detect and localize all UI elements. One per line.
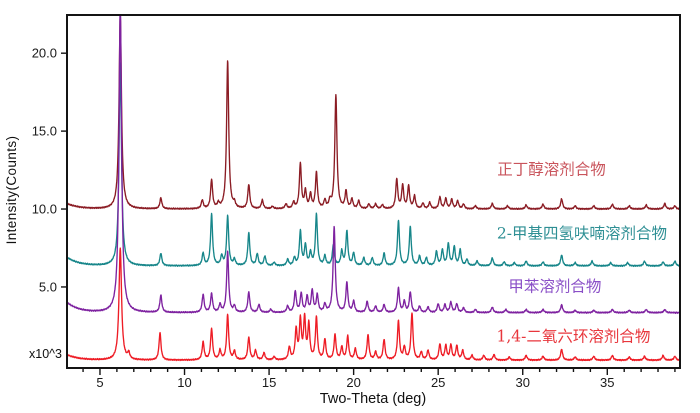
x-tick-label: 20 [346, 375, 360, 390]
y-tick-labels: 5.0 10.0 15.0 20.0 [32, 46, 57, 295]
trace-toluene-solvate [67, 15, 680, 314]
x-tick-label: 5 [96, 375, 103, 390]
x-axis-ticks [82, 368, 676, 375]
x-tick-label: 35 [600, 375, 614, 390]
plot-frame [66, 14, 681, 369]
trace-label-n-butanol-solvate: 正丁醇溶剂合物 [497, 161, 606, 179]
x-tick-label: 25 [431, 375, 445, 390]
y-tick-label: 15.0 [32, 124, 57, 139]
y-tick-label: 10.0 [32, 202, 57, 217]
x-tick-label: 30 [515, 375, 529, 390]
trace-label-1,4-dioxane-solvate: 1,4-二氧六环溶剂合物 [497, 328, 651, 346]
x-tick-label: 15 [262, 375, 276, 390]
trace-label-toluene-solvate: 甲苯溶剂合物 [508, 278, 601, 296]
trace-1,4-dioxane-solvate [67, 247, 680, 362]
x-tick-label: 10 [177, 375, 191, 390]
trace-label-2-methyl-tetrahydrofuran-solvate: 2-甲基四氢呋喃溶剂合物 [497, 225, 667, 243]
y-axis-title: Intensity(Counts) [4, 135, 19, 245]
x-axis-title: Two-Theta (deg) [319, 391, 427, 407]
y-tick-label: 20.0 [32, 46, 57, 61]
trace-2-methyl-tetrahydrofuran-solvate [67, 62, 680, 268]
y-scale-multiplier: x10^3 [29, 347, 62, 361]
y-tick-label: 5.0 [39, 279, 57, 294]
trace-n-butanol-solvate [67, 15, 680, 211]
x-tick-labels: 5 10 15 20 25 30 35 [96, 375, 614, 390]
